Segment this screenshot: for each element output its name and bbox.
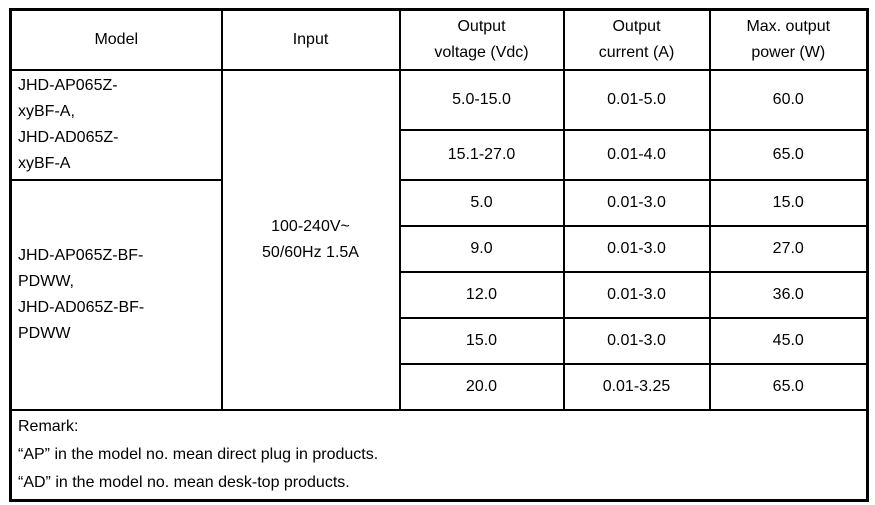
remark-title: Remark: xyxy=(18,417,79,435)
remark-cell: Remark: “AP” in the model no. mean direc… xyxy=(9,408,869,501)
model-group-2-cell: JHD-AP065Z-BF- PDWW, JHD-AD065Z-BF- PDWW xyxy=(9,178,223,411)
current-cell: 0.01-3.0 xyxy=(562,270,711,319)
voltage-cell: 5.0-15.0 xyxy=(398,68,565,131)
col-header-model: Model xyxy=(9,8,223,71)
col-header-power: Max. output power (W) xyxy=(708,8,869,71)
remark-row: Remark: “AP” in the model no. mean direc… xyxy=(9,408,869,501)
table-row: 9.0 0.01-3.0 27.0 xyxy=(11,224,869,273)
current-cell: 0.01-3.0 xyxy=(562,224,711,273)
col-header-voltage: Output voltage (Vdc) xyxy=(398,8,565,71)
voltage-cell: 12.0 xyxy=(398,270,565,319)
current-cell: 0.01-5.0 xyxy=(562,68,711,131)
power-cell: 65.0 xyxy=(708,128,869,181)
voltage-cell: 15.1-27.0 xyxy=(398,128,565,181)
col-header-current: Output current (A) xyxy=(562,8,711,71)
current-cell: 0.01-3.25 xyxy=(562,362,711,411)
remark-line-ad: “AD” in the model no. mean desk-top prod… xyxy=(18,473,350,491)
power-cell: 60.0 xyxy=(708,68,869,131)
voltage-cell: 5.0 xyxy=(398,178,565,227)
table-row: 15.0 0.01-3.0 45.0 xyxy=(11,316,869,365)
table-row: 12.0 0.01-3.0 36.0 xyxy=(11,270,869,319)
power-cell: 65.0 xyxy=(708,362,869,411)
table-row: JHD-AP065Z- xyBF-A, JHD-AD065Z- xyBF-A 1… xyxy=(9,68,869,411)
power-cell: 27.0 xyxy=(708,224,869,273)
header-row: Model Input Output voltage (Vdc) Output … xyxy=(9,8,869,71)
model-group-1-cell: JHD-AP065Z- xyBF-A, JHD-AD065Z- xyBF-A xyxy=(9,68,223,181)
voltage-cell: 20.0 xyxy=(398,362,565,411)
table-row: 20.0 0.01-3.25 65.0 xyxy=(11,362,869,411)
current-cell: 0.01-3.0 xyxy=(562,178,711,227)
table-row: JHD-AP065Z-BF- PDWW, JHD-AD065Z-BF- PDWW… xyxy=(9,178,869,411)
power-cell: 45.0 xyxy=(708,316,869,365)
voltage-cell: 15.0 xyxy=(398,316,565,365)
col-header-input: Input xyxy=(220,8,401,71)
power-cell: 15.0 xyxy=(708,178,869,227)
power-cell: 36.0 xyxy=(708,270,869,319)
spec-table: Model Input Output voltage (Vdc) Output … xyxy=(9,8,869,502)
remark-line-ap: “AP” in the model no. mean direct plug i… xyxy=(18,445,379,463)
voltage-cell: 9.0 xyxy=(398,224,565,273)
table-row: 15.1-27.0 0.01-4.0 65.0 xyxy=(11,128,869,181)
input-cell: 100-240V~ 50/60Hz 1.5A xyxy=(220,68,401,411)
current-cell: 0.01-3.0 xyxy=(562,316,711,365)
current-cell: 0.01-4.0 xyxy=(562,128,711,181)
